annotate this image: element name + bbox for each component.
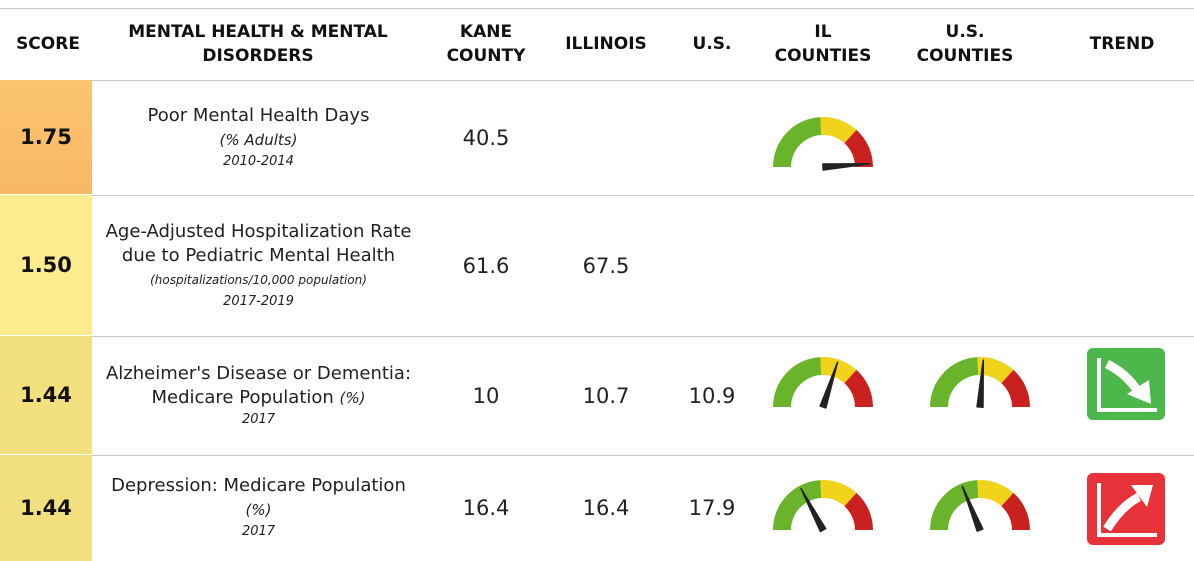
- value: 17.9: [688, 496, 736, 520]
- value-cell: 61.6: [431, 195, 541, 336]
- unit: (%): [245, 501, 272, 519]
- gauge-segment: [773, 117, 822, 167]
- gauge-segment: [820, 116, 857, 144]
- years-text: 2017-2019: [223, 293, 294, 309]
- unit: (% Adults): [219, 130, 298, 149]
- gauge-segment: [773, 357, 822, 407]
- header-text: U.S.: [692, 34, 732, 54]
- header-text: IL COUNTIES: [774, 22, 872, 66]
- gauge-needle: [800, 487, 827, 533]
- row-border: [92, 455, 1194, 456]
- value-cell: 10.7: [551, 336, 661, 455]
- header-text: SCORE: [16, 34, 80, 54]
- gauge-needle: [976, 359, 985, 408]
- row-border: [92, 195, 1194, 196]
- header-border: [0, 80, 1194, 81]
- gauge-segment: [1001, 369, 1030, 407]
- top-border: [0, 8, 1194, 9]
- value: 10: [472, 383, 500, 408]
- row-border: [92, 336, 1194, 337]
- years-text: 2017: [241, 411, 276, 427]
- years: 2010-2014: [96, 152, 421, 172]
- score: 1.75: [20, 125, 72, 149]
- column-header: TREND: [1062, 8, 1182, 80]
- indicator-line: Alzheimer's Disease or Dementia: Medicar…: [96, 362, 421, 410]
- gauge-segment: [844, 492, 873, 530]
- indicator: Poor Mental Health Days: [147, 104, 370, 126]
- header-text: U.S. COUNTIES: [916, 22, 1014, 66]
- value-cell: 67.5: [551, 195, 661, 336]
- value-cell: 40.5: [431, 80, 541, 195]
- trend-arrowhead: [1131, 485, 1153, 507]
- value: 16.4: [582, 496, 630, 520]
- trend-arrow: [1103, 492, 1142, 532]
- gauge-segment: [930, 480, 979, 530]
- column-header: ILLINOIS: [551, 8, 661, 80]
- gauge-segment: [773, 480, 822, 530]
- gauge-segment: [844, 129, 873, 167]
- score: 1.44: [20, 496, 72, 520]
- indicator-cell: Depression: Medicare Population (%) 2017: [96, 455, 421, 561]
- indicator-cell: Alzheimer's Disease or Dementia: Medicar…: [96, 336, 421, 455]
- value: 10.7: [582, 383, 630, 408]
- value-cell: 16.4: [551, 455, 661, 561]
- score-cell: 1.75: [0, 80, 92, 194]
- indicator-line: Age-Adjusted Hospitalization Rate due to…: [96, 220, 421, 292]
- value-cell: 16.4: [431, 455, 541, 561]
- value: 67.5: [582, 253, 630, 278]
- value-cell: 10: [431, 336, 541, 455]
- gauge-needle: [819, 361, 839, 409]
- gauge-segment: [977, 356, 1014, 384]
- header-text: ILLINOIS: [565, 34, 647, 54]
- column-header: U.S. COUNTIES: [910, 8, 1020, 80]
- indicator: Age-Adjusted Hospitalization Rate due to…: [105, 220, 412, 266]
- years: 2017-2019: [96, 292, 421, 312]
- score: 1.44: [20, 383, 72, 407]
- indicator: Alzheimer's Disease or Dementia: Medicar…: [105, 362, 412, 408]
- gauge-segment: [820, 480, 857, 507]
- column-header: SCORE: [0, 8, 96, 80]
- score-cell: 1.50: [0, 195, 92, 335]
- column-header: KANE COUNTY: [436, 8, 536, 80]
- score: 1.50: [20, 253, 72, 277]
- gauge-segment: [977, 480, 1014, 507]
- trend-arrow: [1104, 359, 1141, 393]
- trend-axes: [1097, 358, 1157, 412]
- years: 2017: [96, 410, 421, 430]
- years-text: 2017: [241, 524, 276, 539]
- value-cell: 10.9: [657, 336, 767, 455]
- trend-arrowhead: [1127, 380, 1151, 404]
- gauge-segment: [844, 369, 873, 407]
- column-header: IL COUNTIES: [768, 8, 878, 80]
- value: 16.4: [462, 496, 510, 520]
- header-text: MENTAL HEALTH & MENTAL DISORDERS: [128, 22, 388, 66]
- indicator-line: Poor Mental Health Days (% Adults): [96, 104, 421, 152]
- value: 40.5: [462, 125, 510, 150]
- trend-axes: [1097, 483, 1157, 537]
- score-cell: 1.44: [0, 336, 92, 454]
- years: 2017: [96, 522, 421, 542]
- unit: (hospitalizations/10,000 population): [150, 272, 367, 287]
- indicator-cell: Age-Adjusted Hospitalization Rate due to…: [96, 195, 421, 336]
- gauge-needle: [822, 162, 871, 171]
- years-text: 2010-2014: [223, 153, 294, 169]
- unit: (%): [339, 388, 366, 407]
- column-header: U.S.: [672, 8, 752, 80]
- gauge-segment: [930, 357, 979, 407]
- indicator: Depression: Medicare Population: [111, 475, 406, 496]
- header-text: TREND: [1089, 34, 1155, 54]
- value-cell: 17.9: [657, 455, 767, 561]
- gauge-needle: [961, 485, 984, 532]
- column-header: MENTAL HEALTH & MENTAL DISORDERS: [120, 8, 396, 80]
- score-cell: 1.44: [0, 455, 92, 561]
- indicator-line: Depression: Medicare Population (%): [96, 474, 421, 522]
- indicator-cell: Poor Mental Health Days (% Adults) 2010-20…: [96, 80, 421, 195]
- value: 61.6: [462, 253, 510, 278]
- value: 10.9: [688, 383, 736, 408]
- gauge-segment: [1001, 492, 1030, 530]
- gauge-segment: [820, 356, 857, 384]
- header-text: KANE COUNTY: [446, 22, 526, 66]
